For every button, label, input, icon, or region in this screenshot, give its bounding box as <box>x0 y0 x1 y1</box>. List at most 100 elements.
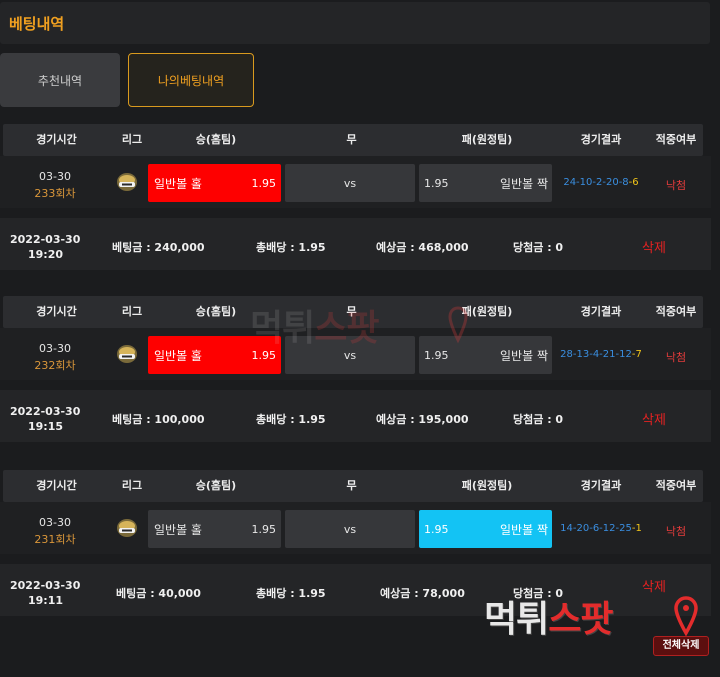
location-pin-icon <box>448 306 468 344</box>
game-round: 231회차 <box>34 533 76 546</box>
away-odds-button[interactable]: 1.95 일반볼 짝 <box>419 510 552 548</box>
result-numbers: 24-10-2-20-8 <box>563 177 629 188</box>
delete-all-button[interactable]: 전체삭제 <box>653 636 709 656</box>
col-result: 경기결과 <box>580 133 622 146</box>
home-odds-value: 1.95 <box>251 523 277 536</box>
delete-button[interactable]: 삭제 <box>642 413 666 428</box>
result-numbers: 14-20-6-12-25 <box>560 523 632 534</box>
home-odds-button[interactable]: 일반볼 홀 1.95 <box>148 336 281 374</box>
away-odds-button[interactable]: 1.95 일반볼 짝 <box>419 164 552 202</box>
away-pick-name: 일반볼 짝 <box>500 349 548 363</box>
bet-date: 2022-03-30 <box>10 405 81 418</box>
col-lose-away: 패(원정팀) <box>461 133 513 146</box>
away-pick-name: 일반볼 짝 <box>500 523 548 537</box>
bet-winnings: 당첨금 : 0 <box>513 587 564 600</box>
bet-datetime: 2022-03-30 19:20 <box>10 232 80 262</box>
watermark-part2: 스팟 <box>314 308 379 349</box>
col-hit: 적중여부 <box>655 133 697 146</box>
draw-odds-button[interactable]: vs <box>285 336 415 374</box>
bet-stake: 베팅금 : 240,000 <box>112 241 205 254</box>
draw-vs-label: vs <box>343 349 357 362</box>
bet-date: 2022-03-30 <box>10 579 81 592</box>
bet-time: 19:11 <box>28 594 64 607</box>
watermark-part1: 먹튀 <box>484 599 549 640</box>
bet-winnings: 당첨금 : 0 <box>513 241 564 254</box>
col-win-home: 승(홈팀) <box>195 133 237 146</box>
bet-total-odds: 총배당 : 1.95 <box>256 587 326 600</box>
home-odds-value: 1.95 <box>251 177 277 190</box>
col-result: 경기결과 <box>580 479 622 492</box>
page-title: 베팅내역 <box>9 15 65 33</box>
home-odds-button[interactable]: 일반볼 홀 1.95 <box>148 510 281 548</box>
hit-status: 낙첨 <box>665 351 687 364</box>
home-pick-name: 일반볼 홀 <box>154 177 202 191</box>
home-pick-name: 일반볼 홀 <box>154 523 202 537</box>
col-league: 리그 <box>121 305 143 318</box>
bet-expected: 예상금 : 195,000 <box>376 413 469 426</box>
bet-winnings: 당첨금 : 0 <box>513 413 564 426</box>
bet-total-odds: 총배당 : 1.95 <box>256 241 326 254</box>
bet-summary-row: 2022-03-30 19:15 베팅금 : 100,000 총배당 : 1.9… <box>0 390 711 442</box>
bet-datetime: 2022-03-30 19:11 <box>10 578 80 608</box>
location-pin-icon <box>674 596 698 636</box>
bet-time: 19:15 <box>28 420 64 433</box>
away-odds-value: 1.95 <box>424 349 449 362</box>
game-result: 14-20-6-12-25-1 <box>556 523 646 534</box>
col-draw: 무 <box>346 305 357 318</box>
page-header: 베팅내역 <box>0 2 710 44</box>
away-odds-button[interactable]: 1.95 일반볼 짝 <box>419 336 552 374</box>
col-draw: 무 <box>346 133 357 146</box>
col-win-home: 승(홈팀) <box>195 479 237 492</box>
bet-total-odds: 총배당 : 1.95 <box>256 413 326 426</box>
home-odds-value: 1.95 <box>251 349 277 362</box>
game-date: 03-30 <box>39 170 71 183</box>
draw-odds-button[interactable]: vs <box>285 164 415 202</box>
home-odds-button[interactable]: 일반볼 홀 1.95 <box>148 164 281 202</box>
away-odds-value: 1.95 <box>424 177 449 190</box>
home-pick-name: 일반볼 홀 <box>154 349 202 363</box>
col-game-time: 경기시간 <box>36 305 77 318</box>
table-header: 경기시간 리그 승(홈팀) 무 패(원정팀) 경기결과 적중여부 <box>3 124 703 156</box>
game-row: 03-30 233회차 일반볼 홀 1.95 vs 1.95 일반볼 짝 24-… <box>0 156 711 208</box>
tab-recommend-history[interactable]: 추천내역 <box>0 53 120 107</box>
tab-my-bet-history[interactable]: 나의베팅내역 <box>128 53 254 107</box>
bet-summary-row: 2022-03-30 19:11 베팅금 : 40,000 총배당 : 1.95… <box>0 564 711 616</box>
col-hit: 적중여부 <box>655 479 697 492</box>
col-game-time: 경기시간 <box>36 479 77 492</box>
watermark-corner: 먹튀스팟 <box>484 590 614 642</box>
draw-vs-label: vs <box>343 523 357 536</box>
col-win-home: 승(홈팀) <box>195 305 237 318</box>
bet-expected: 예상금 : 468,000 <box>376 241 469 254</box>
watermark-part1: 먹튀 <box>250 308 315 349</box>
col-lose-away: 패(원정팀) <box>461 479 513 492</box>
game-round: 232회차 <box>34 359 76 372</box>
col-result: 경기결과 <box>580 305 622 318</box>
draw-odds-button[interactable]: vs <box>285 510 415 548</box>
game-row: 03-30 232회차 일반볼 홀 1.95 vs 1.95 일반볼 짝 28-… <box>0 328 711 380</box>
result-final: -7 <box>631 349 642 360</box>
col-lose-away: 패(원정팀) <box>461 305 513 318</box>
game-row: 03-30 231회차 일반볼 홀 1.95 vs 1.95 일반볼 짝 14-… <box>0 502 711 554</box>
hit-status: 낙첨 <box>665 179 687 192</box>
col-game-time: 경기시간 <box>36 133 77 146</box>
watermark-center: 먹튀스팟 <box>250 299 380 351</box>
result-numbers: 28-13-4-21-12 <box>560 349 632 360</box>
col-league: 리그 <box>121 133 143 146</box>
result-final: -6 <box>628 177 639 188</box>
game-result: 28-13-4-21-12-7 <box>556 349 646 360</box>
delete-button[interactable]: 삭제 <box>642 241 666 256</box>
game-date: 03-30 <box>39 516 71 529</box>
bet-date: 2022-03-30 <box>10 233 81 246</box>
away-odds-value: 1.95 <box>424 523 449 536</box>
powerball-league-icon <box>117 519 137 537</box>
delete-button[interactable]: 삭제 <box>642 580 666 595</box>
bet-datetime: 2022-03-30 19:15 <box>10 404 80 434</box>
col-league: 리그 <box>121 479 143 492</box>
bet-time: 19:20 <box>28 248 64 261</box>
away-pick-name: 일반볼 짝 <box>500 177 548 191</box>
bet-stake: 베팅금 : 100,000 <box>112 413 205 426</box>
game-date: 03-30 <box>39 342 71 355</box>
powerball-league-icon <box>117 173 137 191</box>
game-result: 24-10-2-20-8-6 <box>556 177 646 188</box>
bet-summary-row: 2022-03-30 19:20 베팅금 : 240,000 총배당 : 1.9… <box>0 218 711 270</box>
